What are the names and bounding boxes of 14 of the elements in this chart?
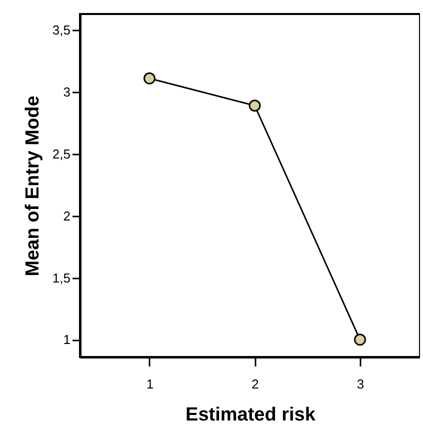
x-tick-label: 2 [252,376,259,392]
y-tick-label: 1 [63,332,70,348]
point [248,100,261,112]
point [143,72,156,84]
y-axis-title: Mean of Entry Mode [22,96,44,276]
y-tick-label: 3,5 [52,22,70,38]
y-tick-label: 2,5 [52,146,70,162]
y-tick-label: 1,5 [52,270,70,286]
point [354,334,366,346]
y-tick-label: 2 [63,208,70,224]
x-tick-label: 3 [356,376,364,392]
x-axis-title: Estimated risk [186,404,316,426]
y-tick-label: 3 [63,84,70,100]
x-tick-label: 1 [146,376,154,392]
